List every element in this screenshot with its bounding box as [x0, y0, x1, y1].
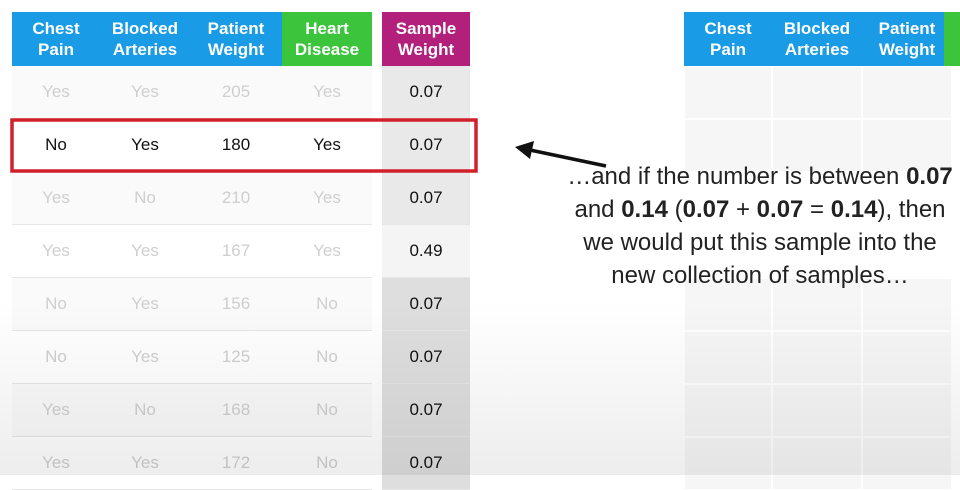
table-cell: 210 [190, 172, 282, 225]
table-cell: Yes [282, 172, 372, 225]
sample-weight-cell: 0.07 [382, 437, 470, 490]
table-cell: 168 [190, 384, 282, 437]
empty-cell [772, 384, 862, 437]
empty-cell [684, 331, 772, 384]
table-cell: No [12, 278, 100, 331]
table-cell: No [282, 331, 372, 384]
table-cell: No [282, 437, 372, 490]
table-cell: Yes [12, 66, 100, 119]
table-cell: Yes [12, 225, 100, 278]
empty-cell [772, 437, 862, 490]
column-header: Blocked Arteries [100, 12, 190, 66]
table-cell: 205 [190, 66, 282, 119]
empty-cell [684, 278, 772, 331]
bold-number: 0.14 [830, 196, 878, 223]
table-cell: 167 [190, 225, 282, 278]
empty-cell [684, 119, 772, 172]
empty-cell [862, 384, 952, 437]
note-text: ( [667, 196, 683, 223]
note-text: …and if the number is between [567, 163, 907, 190]
bold-number: 0.07 [906, 163, 953, 190]
empty-cell [772, 278, 862, 331]
table-cell: Yes [12, 437, 100, 490]
column-header: Blocked Arteries [772, 12, 862, 66]
column-header: Sample Weight [382, 12, 470, 66]
empty-cell [862, 66, 952, 119]
table-cell: Yes [100, 225, 190, 278]
note-text: + [729, 196, 757, 223]
sample-weight-cell: 0.49 [382, 225, 470, 278]
empty-cell [684, 66, 772, 119]
arrow-head [515, 141, 534, 159]
annotation: …and if the number is between 0.07 and 0… [560, 160, 960, 292]
table-cell: No [12, 119, 100, 172]
empty-cell [772, 331, 862, 384]
bold-number: 0.07 [756, 196, 804, 223]
column-header: Chest Pain [684, 12, 772, 66]
table-cell: No [12, 331, 100, 384]
empty-cell [772, 119, 862, 172]
empty-cell [684, 384, 772, 437]
column-header: Heart Disease [282, 12, 372, 66]
table-cell: 156 [190, 278, 282, 331]
note-text: = [803, 196, 831, 223]
empty-cell [862, 119, 952, 172]
table-cell: Yes [100, 437, 190, 490]
empty-cell [684, 437, 772, 490]
empty-cell [772, 66, 862, 119]
column-header: Patient Weight [190, 12, 282, 66]
table-cell: No [282, 278, 372, 331]
bold-number: 0.14 [621, 196, 668, 223]
table-cell: Yes [282, 225, 372, 278]
table-cell: Yes [100, 331, 190, 384]
column-header: Patient Weight [862, 12, 952, 66]
table-cell: No [282, 384, 372, 437]
slide: {"left_table": { "headers": ["Chest Pain… [0, 12, 960, 490]
sample-weight-cell: 0.07 [382, 278, 470, 331]
sample-weight-cell: 0.07 [382, 172, 470, 225]
table-cell: Yes [282, 66, 372, 119]
sample-weight-cell: 0.07 [382, 331, 470, 384]
empty-cell [862, 437, 952, 490]
note-text: ), then we would put this sample into th… [583, 196, 946, 289]
column-header: Chest Pain [12, 12, 100, 66]
note-text: and [574, 196, 622, 223]
bold-number: 0.07 [682, 196, 730, 223]
table-cell: Yes [12, 384, 100, 437]
empty-cell [862, 331, 952, 384]
table-cell: No [100, 172, 190, 225]
table-cell: No [100, 384, 190, 437]
sample-weight-cell: 0.07 [382, 384, 470, 437]
table-cell: Yes [282, 119, 372, 172]
table-cell: Yes [100, 119, 190, 172]
empty-cell [862, 278, 952, 331]
sample-weight-cell: 0.07 [382, 119, 470, 172]
table-cell: 180 [190, 119, 282, 172]
table-cell: Yes [100, 66, 190, 119]
table-cell: Yes [12, 172, 100, 225]
table-cell: 172 [190, 437, 282, 490]
sample-weight-cell: 0.07 [382, 66, 470, 119]
table-cell: 125 [190, 331, 282, 384]
table-cell: Yes [100, 278, 190, 331]
